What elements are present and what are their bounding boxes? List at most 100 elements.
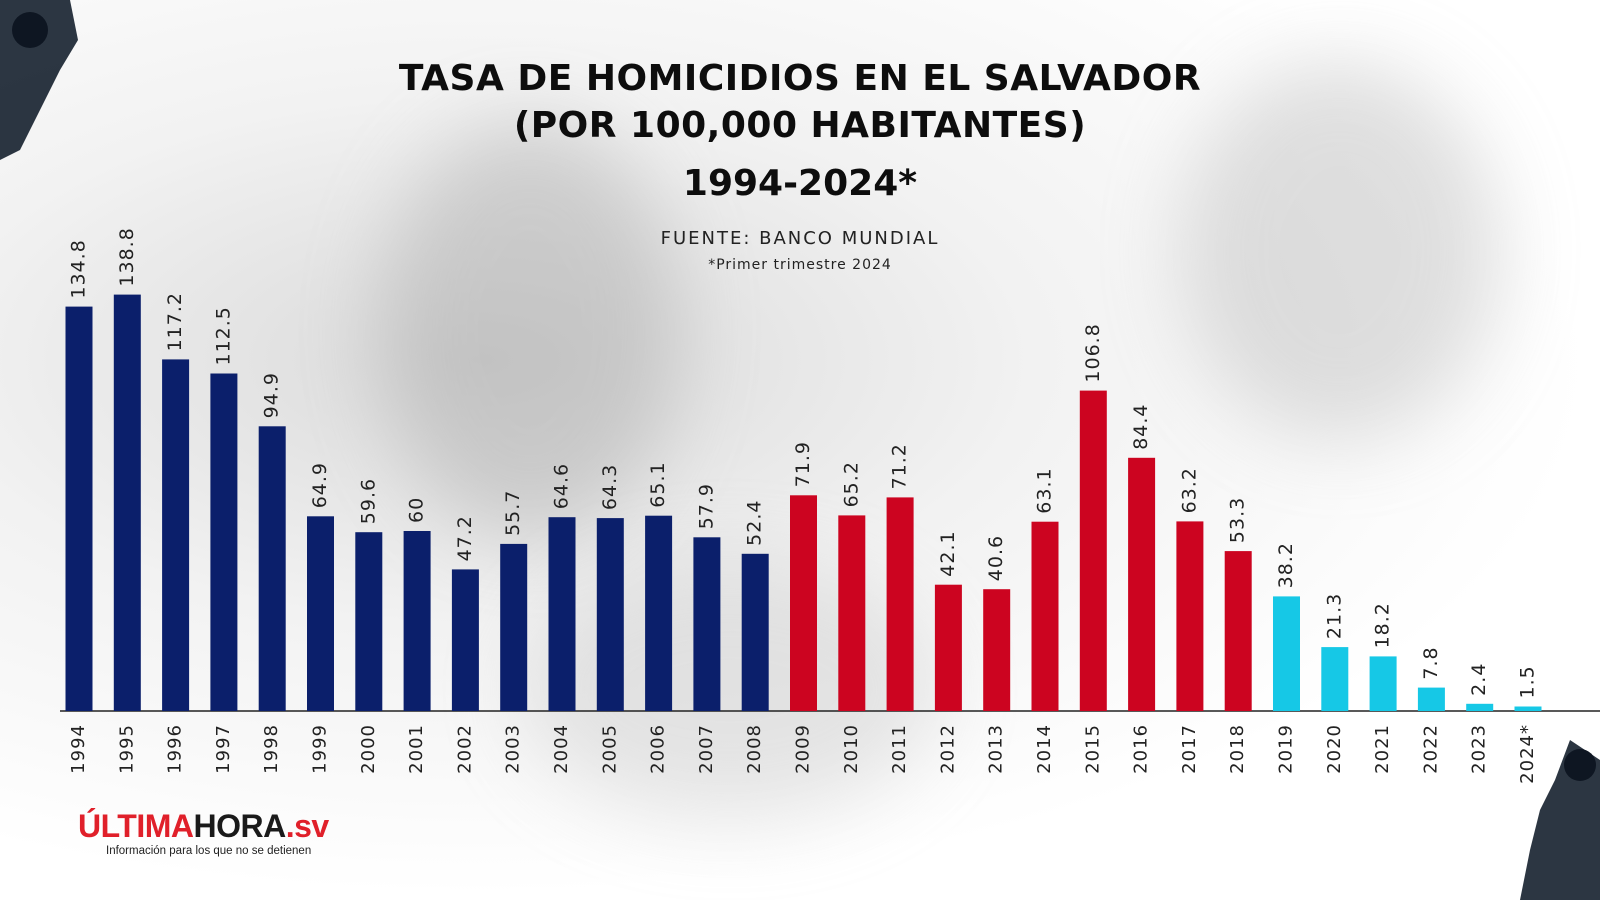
x-tick-label-2014: 2014 xyxy=(1034,724,1055,774)
value-label-2007: 57.9 xyxy=(695,483,717,529)
bar-2003 xyxy=(500,543,528,711)
value-label-2016: 84.4 xyxy=(1130,403,1152,449)
bar-2006 xyxy=(645,515,673,711)
logo-part-sv: .sv xyxy=(285,808,329,844)
x-tick-label-2000: 2000 xyxy=(358,724,379,774)
value-label-2005: 64.3 xyxy=(599,464,621,510)
logo-part-ultima: ÚLTIMA xyxy=(78,808,194,844)
value-label-2011: 71.2 xyxy=(889,443,911,489)
brand-logo: ÚLTIMAHORA.sv Información para los que n… xyxy=(78,808,329,857)
bar-2017 xyxy=(1176,521,1204,711)
silhouette-top-left xyxy=(0,0,78,160)
bar-2021 xyxy=(1369,656,1397,711)
bar-1998 xyxy=(258,426,286,711)
x-tick-label-2024*: 2024* xyxy=(1517,724,1538,784)
x-tick-label-2009: 2009 xyxy=(793,724,814,774)
logo-tagline: Información para los que no se detienen xyxy=(106,845,312,857)
chart-title-line-2: (POR 100,000 HABITANTES) xyxy=(513,105,1087,146)
bar-2022 xyxy=(1417,687,1445,711)
bar-2024* xyxy=(1514,706,1542,711)
x-tick-label-2019: 2019 xyxy=(1276,724,1297,774)
background-shape xyxy=(1180,60,1500,440)
value-label-2002: 47.2 xyxy=(454,515,476,561)
bar-1995 xyxy=(113,294,141,711)
value-label-2010: 65.2 xyxy=(840,461,862,507)
silhouette-bottom-right xyxy=(1520,740,1600,900)
bar-2010 xyxy=(838,515,866,711)
chart-title-line-3: 1994-2024* xyxy=(682,163,918,204)
logo-part-hora: HORA xyxy=(193,808,286,844)
bar-2000 xyxy=(355,532,383,711)
x-tick-label-2022: 2022 xyxy=(1420,724,1441,774)
value-label-1999: 64.9 xyxy=(309,462,331,508)
bar-2014 xyxy=(1031,521,1059,711)
value-label-1994: 134.8 xyxy=(68,239,90,298)
value-label-2008: 52.4 xyxy=(744,499,766,545)
background-shape xyxy=(520,560,940,820)
value-label-1995: 138.8 xyxy=(116,227,138,286)
bar-2008 xyxy=(741,553,769,711)
x-tick-label-2017: 2017 xyxy=(1179,724,1200,774)
value-label-2001: 60 xyxy=(406,497,428,523)
x-tick-label-2006: 2006 xyxy=(648,724,669,774)
bar-2007 xyxy=(693,537,721,711)
bar-1996 xyxy=(162,359,190,711)
x-tick-label-2018: 2018 xyxy=(1227,724,1248,774)
value-label-2015: 106.8 xyxy=(1082,323,1104,382)
x-tick-label-1999: 1999 xyxy=(310,724,331,774)
bar-1994 xyxy=(65,306,93,711)
bar-1999 xyxy=(307,516,334,711)
background-shape xyxy=(380,120,680,540)
x-tick-label-1998: 1998 xyxy=(261,724,282,774)
x-tick-label-1994: 1994 xyxy=(68,724,89,774)
chart-title-line-1: TASA DE HOMICIDIOS EN EL SALVADOR xyxy=(398,58,1202,99)
x-tick-label-2001: 2001 xyxy=(406,724,427,774)
value-label-2003: 55.7 xyxy=(502,490,524,536)
chart-footnote: *Primer trimestre 2024 xyxy=(708,257,892,273)
chart-source: FUENTE: BANCO MUNDIAL xyxy=(660,228,940,249)
value-label-1998: 94.9 xyxy=(261,372,283,418)
bar-2018 xyxy=(1224,551,1252,711)
x-tick-label-2015: 2015 xyxy=(1082,724,1103,774)
value-label-2014: 63.1 xyxy=(1034,467,1056,513)
value-label-1996: 117.2 xyxy=(164,292,186,351)
bar-2020 xyxy=(1321,647,1349,711)
value-label-2021: 18.2 xyxy=(1372,602,1394,648)
x-tick-label-1997: 1997 xyxy=(213,724,234,774)
x-tick-label-2021: 2021 xyxy=(1372,724,1393,774)
value-label-2019: 38.2 xyxy=(1275,542,1297,588)
value-label-2000: 59.6 xyxy=(357,478,379,524)
x-tick-label-2012: 2012 xyxy=(937,724,958,774)
x-tick-label-1996: 1996 xyxy=(165,724,186,774)
bar-2016 xyxy=(1128,457,1156,711)
value-label-2018: 53.3 xyxy=(1227,497,1249,543)
bar-2001 xyxy=(403,531,431,711)
value-label-2006: 65.1 xyxy=(647,461,669,507)
bar-2012 xyxy=(934,584,962,711)
x-tick-label-2003: 2003 xyxy=(503,724,524,774)
bar-2011 xyxy=(886,497,914,711)
bar-1997 xyxy=(210,373,238,711)
value-label-2013: 40.6 xyxy=(985,535,1007,581)
value-label-2024*: 1.5 xyxy=(1517,665,1539,698)
bar-2002 xyxy=(451,569,479,711)
x-tick-label-2004: 2004 xyxy=(551,724,572,774)
bar-2013 xyxy=(983,589,1011,711)
x-tick-label-2008: 2008 xyxy=(744,724,765,774)
bar-2005 xyxy=(596,518,624,711)
bar-2019 xyxy=(1273,596,1300,711)
x-tick-label-2002: 2002 xyxy=(454,724,475,774)
value-label-2022: 7.8 xyxy=(1420,646,1442,679)
value-label-2009: 71.9 xyxy=(792,441,814,487)
value-label-2020: 21.3 xyxy=(1323,593,1345,639)
value-label-2012: 42.1 xyxy=(937,530,959,576)
x-tick-label-2005: 2005 xyxy=(599,724,620,774)
value-label-2004: 64.6 xyxy=(551,463,573,509)
x-tick-label-1995: 1995 xyxy=(116,724,137,774)
value-label-2023: 2.4 xyxy=(1468,663,1490,696)
x-tick-label-2010: 2010 xyxy=(841,724,862,774)
x-tick-label-2016: 2016 xyxy=(1131,724,1152,774)
bar-2004 xyxy=(548,517,576,711)
bar-2015 xyxy=(1079,390,1107,711)
